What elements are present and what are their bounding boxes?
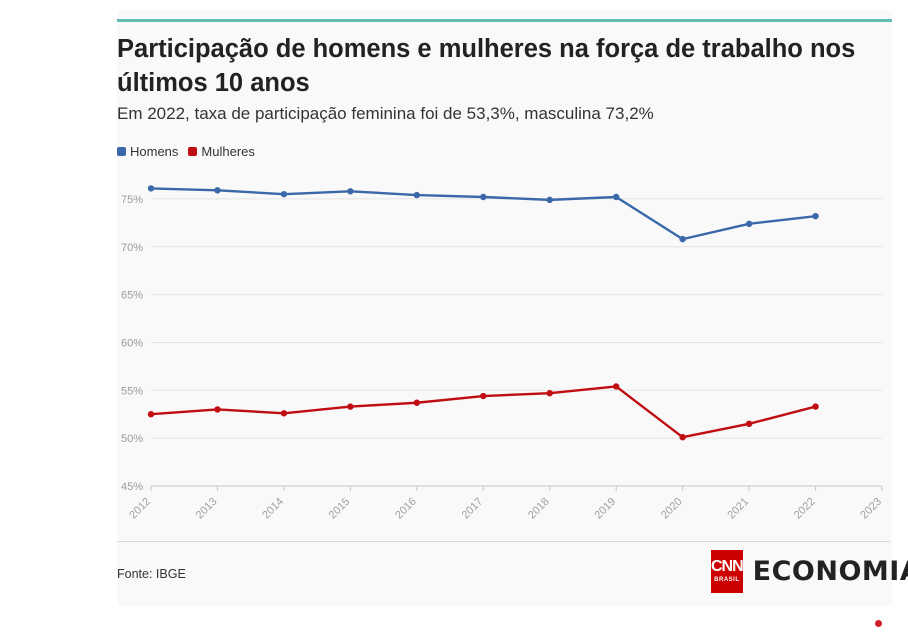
- data-point-homens: [280, 190, 288, 198]
- legend-swatch-homens: [117, 146, 126, 156]
- x-tick-label: 2022: [792, 496, 818, 522]
- data-point-homens: [612, 193, 620, 201]
- data-point-mulheres: [214, 406, 221, 413]
- chart-subtitle: Em 2022, taxa de participação feminina f…: [117, 104, 654, 123]
- data-point-mulheres: [546, 389, 553, 397]
- y-tick-label: 55%: [121, 385, 143, 397]
- accent-top-line: [117, 19, 892, 22]
- x-tick-label: 2014: [260, 496, 286, 522]
- y-tick-label: 75%: [121, 194, 143, 206]
- data-point-mulheres: [413, 399, 421, 406]
- y-tick-label: 45%: [121, 481, 143, 493]
- x-tick-label: 2021: [725, 496, 751, 522]
- data-point-homens: [812, 212, 819, 220]
- red-dot-icon: [875, 620, 882, 627]
- data-point-homens: [347, 188, 354, 195]
- legend-item-homens[interactable]: Homens: [117, 144, 178, 159]
- legend-swatch-mulheres: [188, 146, 198, 156]
- y-tick-label: 70%: [121, 242, 143, 254]
- y-tick-label: 50%: [121, 433, 143, 445]
- data-point-mulheres: [745, 420, 753, 427]
- data-point-mulheres: [679, 433, 686, 441]
- x-tick-label: 2019: [593, 496, 619, 522]
- legend-label-homens: Homens: [130, 143, 179, 159]
- x-tick-label: 2013: [194, 496, 220, 522]
- legend-label-mulheres: Mulheres: [201, 143, 255, 159]
- data-point-mulheres: [812, 403, 819, 410]
- line-chart: 45% 50% 55% 60% 65% 70% 75% 2012 2013 2014 2015 201…: [121, 185, 884, 522]
- data-point-homens: [679, 235, 686, 243]
- x-tick-label: 2018: [526, 496, 552, 522]
- data-point-mulheres: [347, 403, 354, 410]
- y-tick-label: 60%: [121, 337, 143, 349]
- cnn-logo-box: CNN BRASIL: [711, 549, 744, 593]
- source-note: Fonte: IBGE: [117, 567, 186, 581]
- data-point-homens: [413, 191, 421, 199]
- legend: Homens Mulheres: [117, 142, 255, 160]
- data-point-homens: [546, 196, 553, 204]
- x-tick-label: 2012: [127, 496, 153, 522]
- data-point-mulheres: [147, 411, 155, 418]
- data-point-homens: [745, 220, 753, 228]
- data-point-mulheres: [480, 392, 487, 400]
- data-point-mulheres: [612, 383, 620, 390]
- data-point-homens: [214, 187, 221, 194]
- x-tick-label: 2023: [858, 496, 884, 522]
- x-tick-label: 2016: [393, 496, 419, 522]
- chart-title: Participação de homens e mulheres na for…: [117, 35, 856, 97]
- legend-item-mulheres[interactable]: Mulheres: [188, 143, 255, 159]
- x-tick-label: 2017: [460, 496, 486, 522]
- cnn-economia-logo: CNN BRASIL ECONOMIA: [711, 548, 908, 594]
- cnn-logo-subtext: BRASIL: [714, 577, 740, 583]
- data-point-mulheres: [280, 410, 288, 417]
- y-tick-label: 65%: [121, 290, 143, 302]
- x-tick-label: 2015: [327, 496, 353, 522]
- chart-card: Participação de homens e mulheres na for…: [117, 10, 908, 606]
- data-point-homens: [147, 185, 155, 192]
- economia-logo-text: ECONOMIA: [752, 555, 908, 587]
- data-point-homens: [480, 193, 487, 201]
- footer-divider: [117, 541, 890, 542]
- x-tick-label: 2020: [659, 496, 685, 522]
- cnn-logo-text: CNN: [711, 558, 744, 575]
